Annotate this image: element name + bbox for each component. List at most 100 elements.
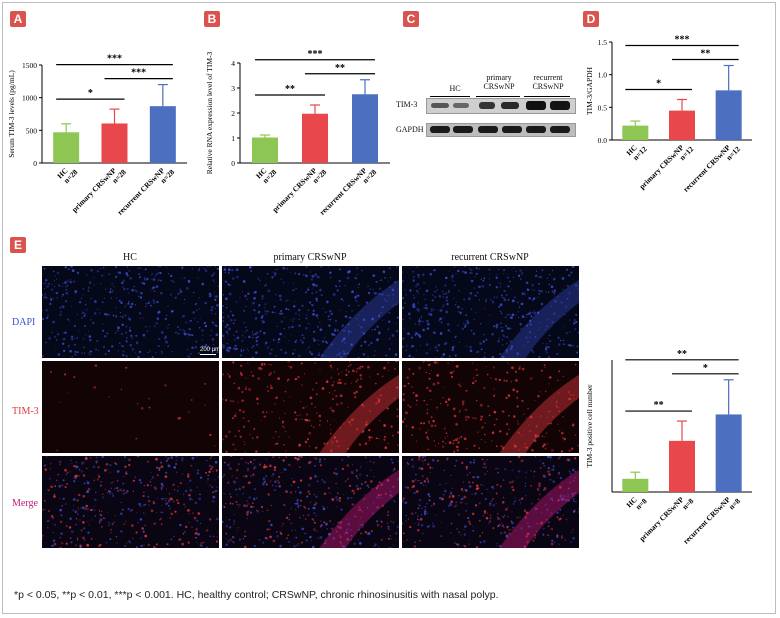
bar (669, 440, 695, 492)
y-tick-label: 4 (231, 59, 235, 68)
significance-label: ** (654, 400, 664, 411)
significance-label: *** (131, 68, 146, 79)
significance-label: ** (677, 349, 687, 360)
x-tick-group: HCn=12 (624, 143, 648, 162)
panel-label-e: E (10, 237, 26, 253)
wb-col-underline-hc (430, 96, 470, 97)
if-texture (402, 456, 579, 548)
significance-label: *** (675, 35, 690, 46)
if-image-merge-2 (402, 456, 579, 548)
bar (252, 137, 278, 163)
y-axis-label: TIM-3 positive cell number (585, 384, 594, 468)
y-axis-label: Relative RNA expression level of TIM-3 (205, 51, 214, 174)
scale-bar: 200 μm (200, 347, 220, 355)
x-tick-group: HCn=28 (55, 166, 79, 185)
panel-label-a: A (10, 11, 26, 27)
x-tick-n-label: n=8 (727, 496, 742, 511)
if-image-merge-0 (42, 456, 219, 548)
y-tick-label: 2 (231, 109, 235, 118)
y-tick-label: 0 (33, 159, 37, 168)
wb-col-recurrent: recurrent CRSwNP (522, 73, 574, 91)
if-image-dapi-2 (402, 266, 579, 358)
y-tick-label: 0.0 (598, 136, 608, 145)
significance-label: ** (285, 84, 295, 95)
bar (622, 125, 649, 140)
bar (302, 113, 328, 163)
y-tick-label: 0 (231, 159, 235, 168)
x-tick-n-label: n=8 (634, 496, 649, 511)
figure-caption: *p < 0.05, **p < 0.01, ***p < 0.001. HC,… (14, 589, 499, 601)
y-tick-label: 500 (26, 126, 38, 135)
wb-band-strip-gapdh (426, 123, 576, 137)
if-image-tim3-2 (402, 361, 579, 453)
chart-a: 0 500 1000 1500 Serum TIM-3 levels (pg/mL) HC… (7, 54, 187, 217)
chart-b: 0 1 2 3 4 Relative RNA expression level of TI… (205, 49, 390, 217)
if-row-dapi: DAPI (12, 317, 36, 328)
if-texture (222, 361, 399, 453)
bar (715, 414, 742, 492)
bar (53, 132, 80, 163)
if-row-merge: Merge (12, 498, 38, 509)
significance-label: * (656, 78, 661, 89)
bar (149, 106, 176, 163)
significance-label: * (88, 88, 93, 99)
wb-col-recurrent-line1: recurrent (533, 73, 563, 82)
western-blot: HC primary CRSwNP recurrent CRSwNP TIM-3… (396, 60, 576, 140)
if-col-recurrent: recurrent CRSwNP (451, 252, 529, 263)
wb-col-hc: HC (449, 84, 461, 93)
if-image-dapi-1 (222, 266, 399, 358)
if-image-tim3-1 (222, 361, 399, 453)
significance-label: * (703, 363, 708, 374)
if-texture (402, 361, 579, 453)
wb-col-primary-line1: primary (486, 73, 512, 82)
if-texture (222, 456, 399, 548)
significance-label: ** (700, 49, 710, 60)
if-row-tim3: TIM-3 (12, 406, 39, 417)
if-col-primary: primary CRSwNP (273, 252, 347, 263)
panel-label-d: D (583, 11, 599, 27)
wb-col-primary: primary CRSwNP (474, 73, 524, 91)
y-axis-label: Serum TIM-3 levels (pg/mL) (7, 70, 16, 158)
wb-col-underline-recurrent (524, 96, 570, 97)
y-tick-label: 0.5 (598, 103, 608, 112)
if-image-dapi-0 (42, 266, 219, 358)
y-tick-label: 3 (231, 84, 235, 93)
y-tick-label: 1.5 (598, 38, 608, 47)
if-texture (50, 364, 216, 452)
wb-row-gapdh: GAPDH (396, 125, 424, 134)
bar (101, 123, 128, 163)
if-col-hc: HC (123, 252, 137, 263)
if-texture (222, 266, 399, 358)
if-image-tim3-0 (42, 361, 219, 453)
wb-col-primary-line2: CRSwNP (483, 82, 515, 91)
x-tick-n-label: n=8 (680, 496, 695, 511)
if-texture (42, 266, 219, 358)
immunofluorescence-grid (42, 266, 579, 548)
bar (715, 90, 742, 140)
wb-band-strip-tim3 (426, 98, 576, 114)
x-tick-group: HCn=8 (624, 495, 649, 511)
wb-col-recurrent-line2: CRSwNP (532, 82, 564, 91)
bar (352, 94, 378, 163)
panel-label-b: B (204, 11, 220, 27)
scale-bar-label: 200 μm (200, 347, 221, 353)
if-image-merge-1 (222, 456, 399, 548)
significance-label: ** (335, 63, 345, 74)
panel-label-c: C (403, 11, 419, 27)
y-tick-label: 1000 (22, 94, 37, 103)
x-tick-group: HCn=28 (254, 166, 278, 185)
significance-label: *** (107, 54, 122, 65)
significance-label: *** (308, 49, 323, 60)
y-tick-label: 1500 (22, 61, 37, 70)
y-axis-label: TIM-3/GAPDH (585, 66, 594, 114)
bar (622, 478, 649, 492)
if-texture (402, 266, 579, 358)
wb-col-underline-primary (476, 96, 520, 97)
wb-row-tim3: TIM-3 (396, 100, 418, 109)
y-tick-label: 1.0 (598, 71, 608, 80)
bar (669, 110, 695, 140)
